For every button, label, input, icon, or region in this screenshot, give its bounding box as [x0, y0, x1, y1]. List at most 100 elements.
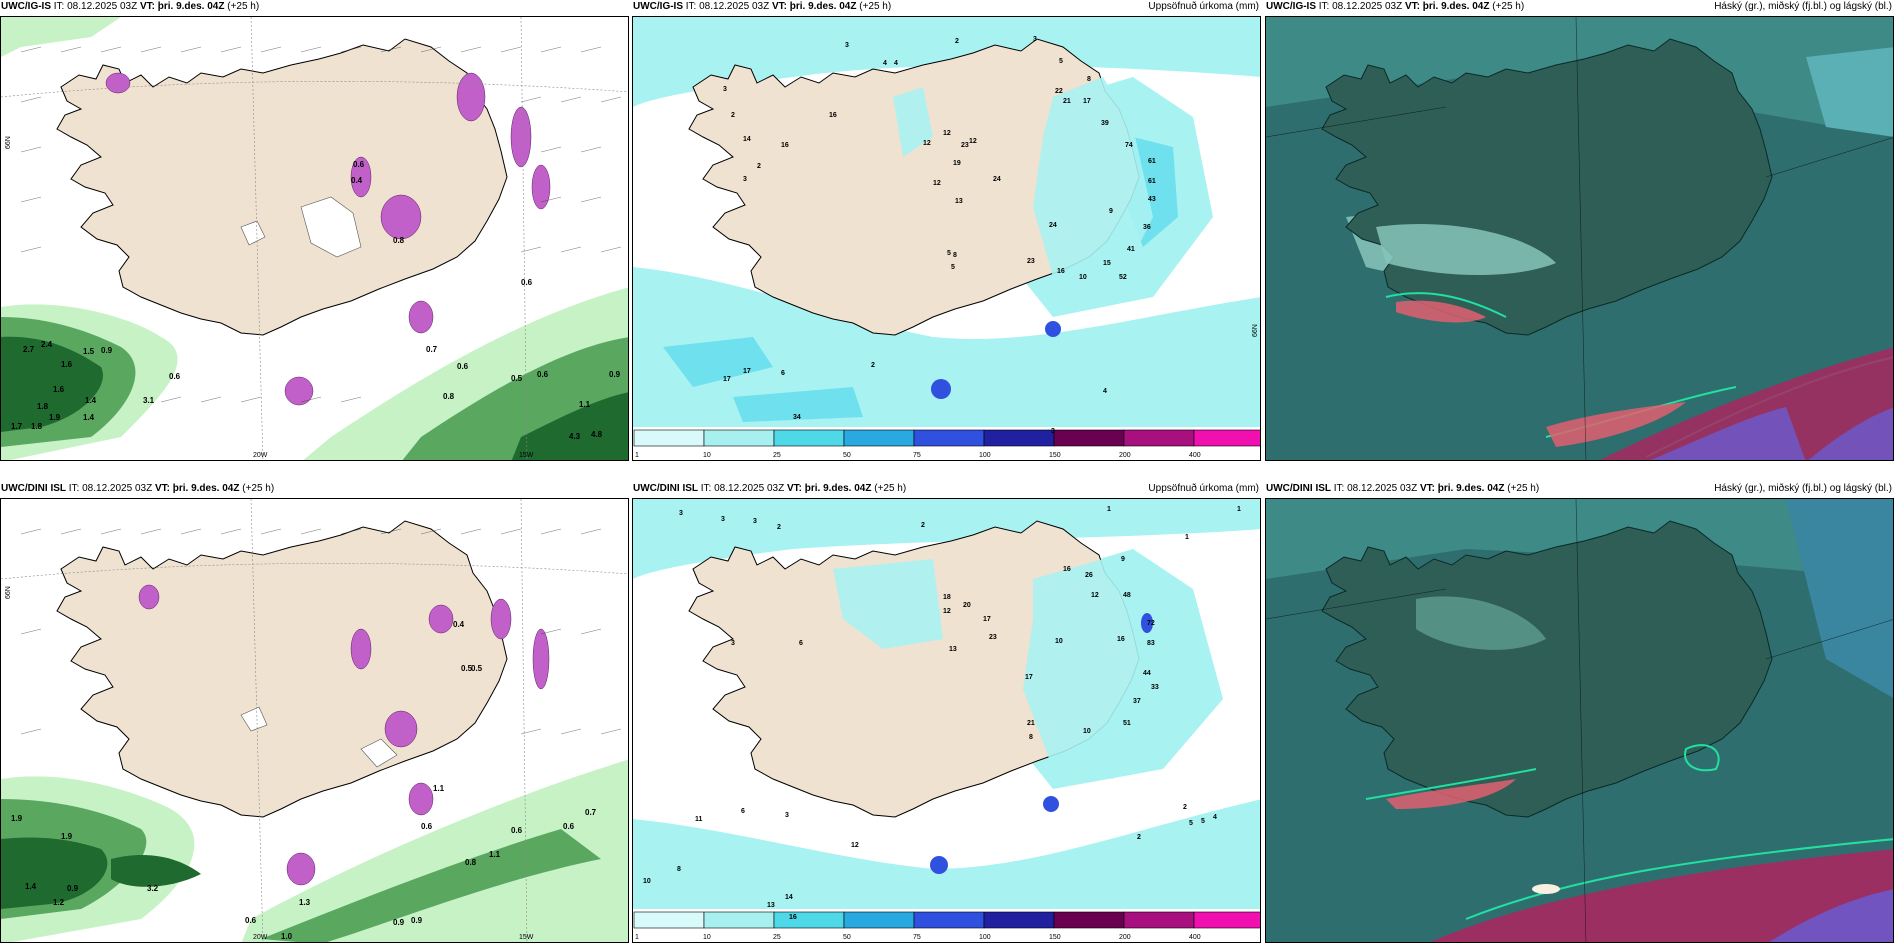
- value-label: 3: [731, 640, 735, 647]
- it-value: 08.12.2025 03Z: [699, 1, 770, 12]
- value-label: 12: [923, 140, 931, 147]
- vt-label: VT:: [771, 1, 787, 12]
- vt-value: þri. 9.des. 04Z: [789, 1, 857, 12]
- value-label: 0.6: [421, 822, 433, 831]
- value-label: 1.4: [25, 882, 37, 891]
- value-label: 23: [1027, 258, 1035, 265]
- value-label: 51: [1123, 720, 1131, 727]
- axis-label-left: 66N: [5, 136, 12, 149]
- legend-tick: 10: [703, 934, 711, 941]
- value-label: 11: [695, 816, 703, 823]
- map-canvas: [1266, 499, 1893, 942]
- vt-label: VT:: [139, 1, 155, 12]
- value-label: 24: [1049, 222, 1057, 229]
- value-label: 21: [1027, 720, 1035, 727]
- value-label: 13: [955, 198, 963, 205]
- legend-tick: 50: [843, 452, 851, 459]
- value-label: 0.8: [443, 392, 455, 401]
- value-label: 9: [1121, 556, 1125, 563]
- value-label: 0.6: [353, 160, 365, 169]
- map-frame: 1.9 1.4 0.9 1.2 3.2 1.9 1.3 0.6 1.0 0.9 …: [0, 498, 629, 943]
- value-label: 33: [1151, 684, 1159, 691]
- value-label: 44: [1143, 670, 1151, 677]
- value-label: 0.9: [67, 884, 79, 893]
- axis-label-bottom: 15W: [519, 452, 534, 459]
- value-label: 3: [1033, 36, 1037, 43]
- value-label: 17: [743, 368, 751, 375]
- value-label: 23: [961, 142, 969, 149]
- value-label: 14: [785, 894, 793, 901]
- value-label: 3: [845, 42, 849, 49]
- value-label: 1.3: [299, 898, 311, 907]
- value-label: 2: [955, 38, 959, 45]
- value-label: 4: [1213, 814, 1217, 821]
- legend-tick: 1: [635, 934, 639, 941]
- value-label: 3.2: [147, 884, 159, 893]
- field-title: Uppsöfnuð úrkoma (mm): [1148, 483, 1259, 494]
- map-frame: [1265, 498, 1894, 943]
- value-label: 23: [989, 634, 997, 641]
- model-name: UWC/DINI ISL: [1266, 483, 1331, 494]
- legend-tick: 100: [979, 452, 991, 459]
- value-label: 16: [781, 142, 789, 149]
- model-name: UWC/IG-IS: [1, 1, 51, 12]
- value-label: 6: [799, 640, 803, 647]
- value-label: 12: [969, 138, 977, 145]
- legend-tick: 150: [1049, 452, 1061, 459]
- value-label: 1.4: [85, 396, 97, 405]
- value-label: 8: [1029, 734, 1033, 741]
- axis-label-left: 66N: [5, 586, 12, 599]
- value-label: 37: [1133, 698, 1141, 705]
- value-label: 0.4: [453, 620, 465, 629]
- legend-tick: 1: [635, 452, 639, 459]
- legend-tick: 25: [773, 452, 781, 459]
- lead-time: (+25 h): [874, 483, 907, 494]
- legend-tick: 400: [1189, 934, 1201, 941]
- it-label: IT:: [68, 483, 80, 494]
- map-canvas: 1.9 1.4 0.9 1.2 3.2 1.9 1.3 0.6 1.0 0.9 …: [1, 499, 628, 942]
- value-label: 2.4: [41, 340, 53, 349]
- value-label: 0.6: [511, 826, 523, 835]
- value-label: 0.6: [537, 370, 549, 379]
- value-label: 5: [951, 264, 955, 271]
- axis-label-bottom: 15W: [519, 934, 534, 941]
- vt-label: VT:: [786, 483, 802, 494]
- model-name: UWC/DINI ISL: [1, 483, 66, 494]
- value-label: 1: [1185, 534, 1189, 541]
- value-label: 4.3: [569, 432, 581, 441]
- value-label: 3: [721, 516, 725, 523]
- value-label: 61: [1148, 158, 1156, 165]
- legend-tick: 200: [1119, 452, 1131, 459]
- value-label: 1.7: [11, 422, 23, 431]
- vt-label: VT:: [1419, 483, 1435, 494]
- value-label: 1.0: [281, 932, 293, 941]
- value-label: 10: [643, 878, 651, 885]
- value-label: 1.5: [83, 347, 95, 356]
- it-value: 08.12.2025 03Z: [67, 1, 138, 12]
- legend-tick: 10: [703, 452, 711, 459]
- value-label: 2: [871, 362, 875, 369]
- map-frame: 2.7 2.4 1.6 0.9 1.5 0.6 1.6 1.4 1.8 1.9 …: [0, 16, 629, 461]
- value-label: 2: [757, 163, 761, 170]
- panel-header: UWC/DINI ISL IT: 08.12.2025 03Z VT: þri.…: [0, 482, 629, 498]
- value-label: 16: [789, 914, 797, 921]
- value-label: 1.1: [489, 850, 501, 859]
- value-label: 3: [743, 176, 747, 183]
- value-label: 1.6: [53, 385, 65, 394]
- value-label: 41: [1127, 246, 1135, 253]
- it-label: IT:: [53, 1, 65, 12]
- value-label: 16: [1117, 636, 1125, 643]
- value-label: 12: [1091, 592, 1099, 599]
- value-label: 0.6: [169, 372, 181, 381]
- legend-tick: 75: [913, 452, 921, 459]
- value-label: 5: [1189, 820, 1193, 827]
- panel-header: UWC/IG-IS IT: 08.12.2025 03Z VT: þri. 9.…: [1265, 0, 1894, 16]
- value-label: 16: [829, 112, 837, 119]
- map-panel-precip-ig: UWC/IG-IS IT: 08.12.2025 03Z VT: þri. 9.…: [632, 0, 1261, 461]
- map-panel-wind-dini: UWC/DINI ISL IT: 08.12.2025 03Z VT: þri.…: [0, 482, 629, 943]
- value-label: 1.1: [579, 400, 591, 409]
- lead-time: (+25 h): [859, 1, 892, 12]
- panel-header: UWC/IG-IS IT: 08.12.2025 03Z VT: þri. 9.…: [0, 0, 629, 16]
- lead-time: (+25 h): [227, 1, 260, 12]
- value-label: 12: [943, 608, 951, 615]
